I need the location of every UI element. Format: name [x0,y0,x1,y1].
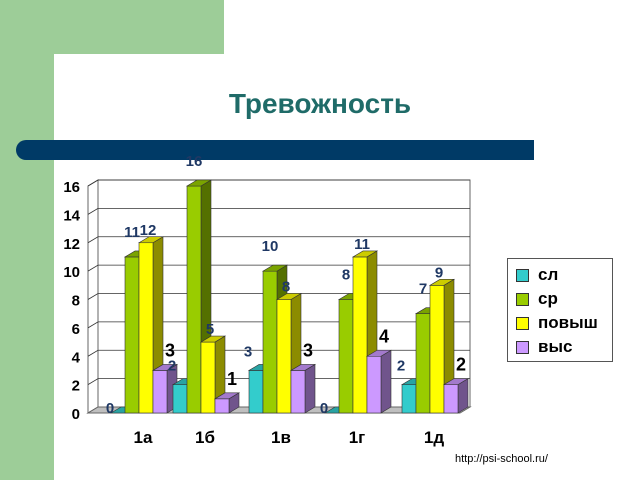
legend-label: ср [538,289,558,308]
legend-item: ср [516,289,558,309]
data-label: 2 [456,355,466,375]
y-tick-label: 2 [72,378,80,395]
chart-legend: сл ср повыш выс [507,258,613,362]
bar-top [151,364,179,371]
x-tick-label: 1б [195,428,215,447]
bar-front [366,355,382,414]
bar-top [261,264,289,272]
bar-top [289,364,317,371]
legend-item: сл [516,265,558,285]
data-label: 7 [419,281,427,298]
y-tick-label: 16 [63,179,80,196]
gridline [87,264,470,272]
bar-front [290,370,306,414]
bar-top [199,335,227,343]
bar-front [200,341,216,414]
bar [365,349,393,414]
y-tick-label: 14 [63,207,80,224]
x-tick-label: 1а [134,428,153,447]
legend-swatch [516,268,529,282]
bar [428,278,456,414]
bar-front [124,256,140,414]
bar-top [275,293,303,300]
gridline [87,179,470,187]
legend-item: выс [516,337,572,357]
legend-item: повыш [516,313,598,333]
bar-front [429,285,445,414]
x-tick-label: 1д [424,428,444,447]
data-label: 3 [244,343,252,360]
y-tick-label: 12 [63,236,80,253]
data-label: 3 [303,340,313,360]
bar-front [443,384,459,414]
bar-front [276,299,292,414]
data-label: 2 [168,358,176,375]
bar-top [351,250,379,258]
data-label: 10 [262,238,279,255]
data-label: 5 [206,321,214,338]
bar-top [213,392,241,400]
y-tick-label: 6 [72,321,80,338]
legend-swatch [516,340,529,354]
legend-swatch [516,316,529,330]
x-tick-label: 1в [271,428,291,447]
bar-front [172,384,188,414]
data-label: 16 [186,153,203,170]
bar-front [214,398,230,414]
data-label: 8 [342,267,350,284]
data-label: 11 [124,224,140,241]
data-label: 1 [227,369,237,389]
bar-front [248,370,264,414]
bar [199,335,227,414]
y-tick-label: 10 [63,264,80,281]
bar-top [185,179,213,187]
data-label: 3 [165,340,175,360]
data-label: 0 [320,400,328,417]
bar [289,363,317,414]
slide-title: Тревожность [228,88,412,119]
legend-label: повыш [538,313,598,332]
bar-front [352,256,368,414]
bar-top [442,378,470,385]
x-tick-label: 1г [349,428,366,447]
data-label: 8 [282,279,290,296]
legend-label: сл [538,265,559,284]
bar-top [365,349,393,357]
bar-front [152,370,168,414]
bar-front [138,242,154,414]
bar-front [262,270,278,414]
gridline [87,293,470,300]
bar-front [186,185,202,414]
data-label: 9 [435,264,443,281]
data-label: 11 [354,236,370,253]
gridline [87,236,470,244]
bar-front [401,384,417,414]
legend-label: выс [538,337,573,356]
legend-swatch [516,292,529,306]
data-label: 0 [106,400,114,417]
title-underline-bar [16,140,534,160]
bar-front [415,313,431,414]
bar [213,392,241,414]
chart-bars [109,179,470,414]
data-label: 4 [379,326,389,346]
y-tick-label: 8 [72,293,80,310]
bar-top [428,279,456,286]
bar [442,378,470,414]
gridline [87,207,470,215]
bar-side [304,363,316,414]
data-label: 12 [140,222,157,239]
y-tick-label: 0 [72,406,80,423]
bar-side [380,349,392,414]
bar-front [338,299,354,414]
bar-top [137,236,165,244]
background-accent-left [0,0,54,480]
chart-axes: 0 2 4 6 8 10 12 14 16 [63,179,80,423]
y-tick-label: 4 [72,349,81,366]
data-label: 2 [397,358,405,375]
footer-url: http://psi-school.ru/ [455,453,548,465]
